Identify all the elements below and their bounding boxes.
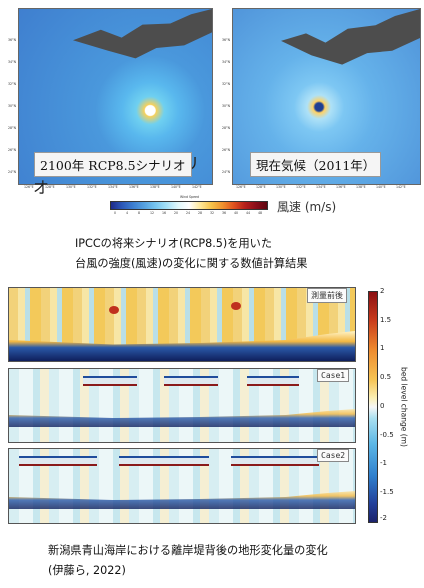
cb-tick: 24 [186, 211, 191, 215]
lon-ticks: 126°E 128°E 130°E 132°E 134°E 136°E 138°… [236, 185, 421, 191]
land-mass [73, 9, 212, 59]
caption-line: 新潟県青山海岸における離岸堤背後の地形変化量の変化 [48, 544, 328, 557]
lat-tick: 32°N [7, 82, 16, 86]
caption-line: (伊藤ら, 2022) [48, 564, 126, 577]
lon-tick: 136°E [336, 185, 346, 189]
bed-cb-tick: -1.5 [380, 488, 394, 496]
lat-tick: 30°N [7, 104, 16, 108]
bed-cb-tick: -2 [380, 514, 387, 522]
lon-tick: 126°E [236, 185, 246, 189]
cb-tick: 20 [174, 211, 179, 215]
wind-colorbar-ticks: 0 4 8 12 16 20 24 28 32 36 40 44 48 [114, 211, 270, 217]
cb-tick: 4 [126, 211, 129, 215]
hotspot [231, 302, 241, 310]
map-label-current: 現在気候（2011年） [250, 152, 382, 177]
bed-cb-tick: 0 [380, 402, 385, 410]
cb-tick: 0 [114, 211, 117, 215]
lat-tick: 24°N [7, 170, 16, 174]
lon-tick: 134°E [108, 185, 118, 189]
lon-ticks: 126°E 128°E 130°E 132°E 134°E 136°E 138°… [24, 185, 214, 191]
breakwater [19, 456, 97, 466]
cb-tick: 48 [258, 211, 263, 215]
bed-cb-tick: 2 [380, 287, 385, 295]
lat-tick: 34°N [221, 60, 230, 64]
bed-cb-tick: -0.5 [380, 431, 394, 439]
bed-change-panel-case2 [8, 448, 356, 524]
lon-tick: 138°E [356, 185, 366, 189]
lat-tick: 24°N [221, 170, 230, 174]
cb-tick: 36 [222, 211, 227, 215]
hotspot [109, 306, 119, 314]
lat-tick: 28°N [7, 126, 16, 130]
wind-unit-label: 風速 (m/s) [277, 200, 337, 214]
breakwater [164, 376, 218, 386]
bed-change-panel-case1 [8, 368, 356, 443]
land-mass [281, 9, 420, 65]
shoreline [9, 331, 355, 361]
caption-line: IPCCの将来シナリオ(RCP8.5)を用いた [75, 237, 273, 250]
breakwater [247, 376, 299, 386]
shoreline [9, 491, 355, 509]
lat-tick: 32°N [221, 82, 230, 86]
lon-tick: 142°E [396, 185, 406, 189]
lon-tick: 136°E [129, 185, 139, 189]
lon-tick: 140°E [171, 185, 181, 189]
lat-tick: 36°N [221, 38, 230, 42]
cb-tick: 44 [246, 211, 251, 215]
lat-tick: 34°N [7, 60, 16, 64]
panel-label-case2: Case2 [317, 449, 350, 462]
caption-line: 台風の強度(風速)の変化に関する数値計算結果 [75, 257, 308, 270]
bed-change-panel-survey [8, 287, 356, 362]
lat-tick: 26°N [221, 148, 230, 152]
cb-tick: 16 [162, 211, 167, 215]
bed-cb-tick: 0.5 [380, 373, 392, 381]
panel-label-case1: Case1 [317, 369, 350, 382]
lon-tick: 130°E [276, 185, 286, 189]
bed-colorbar-label: bed level change (m) [399, 367, 409, 447]
map-label-rcp85: 2100年 RCP8.5シナリオ [34, 152, 192, 177]
cb-tick: 32 [210, 211, 215, 215]
bed-colorbar-ticks: 2 1.5 1 0.5 0 -0.5 -1 -1.5 -2 [380, 287, 400, 527]
lat-ticks: 36°N 34°N 32°N 30°N 28°N 26°N 24°N [213, 38, 231, 178]
panel-label-survey: 測量前後 [307, 288, 347, 303]
bed-cb-tick: 1 [380, 344, 385, 352]
bed-cb-tick: -1 [380, 459, 387, 467]
cb-tick: 8 [138, 211, 141, 215]
lon-tick: 132°E [87, 185, 97, 189]
breakwater [83, 376, 137, 386]
lat-tick: 26°N [7, 148, 16, 152]
lon-tick: 142°E [192, 185, 202, 189]
lon-tick: 138°E [150, 185, 160, 189]
lat-ticks: 36°N 34°N 32°N 30°N 28°N 26°N 24°N [0, 38, 17, 178]
breakwater [231, 456, 319, 466]
cb-tick: 28 [198, 211, 203, 215]
lon-tick: 128°E [45, 185, 55, 189]
wind-colorbar-title: Wind Speed [180, 195, 200, 199]
wind-colorbar [110, 201, 268, 210]
lat-tick: 28°N [221, 126, 230, 130]
lon-tick: 128°E [256, 185, 266, 189]
bed-colorbar [368, 291, 378, 523]
lon-tick: 134°E [316, 185, 326, 189]
cb-tick: 40 [234, 211, 239, 215]
lon-tick: 132°E [296, 185, 306, 189]
bed-cb-tick: 1.5 [380, 316, 392, 324]
lat-tick: 30°N [221, 104, 230, 108]
cb-tick: 12 [150, 211, 155, 215]
lat-tick: 36°N [7, 38, 16, 42]
breakwater [119, 456, 209, 466]
lon-tick: 126°E [24, 185, 34, 189]
lon-tick: 140°E [376, 185, 386, 189]
lon-tick: 130°E [66, 185, 76, 189]
shoreline [9, 409, 355, 427]
